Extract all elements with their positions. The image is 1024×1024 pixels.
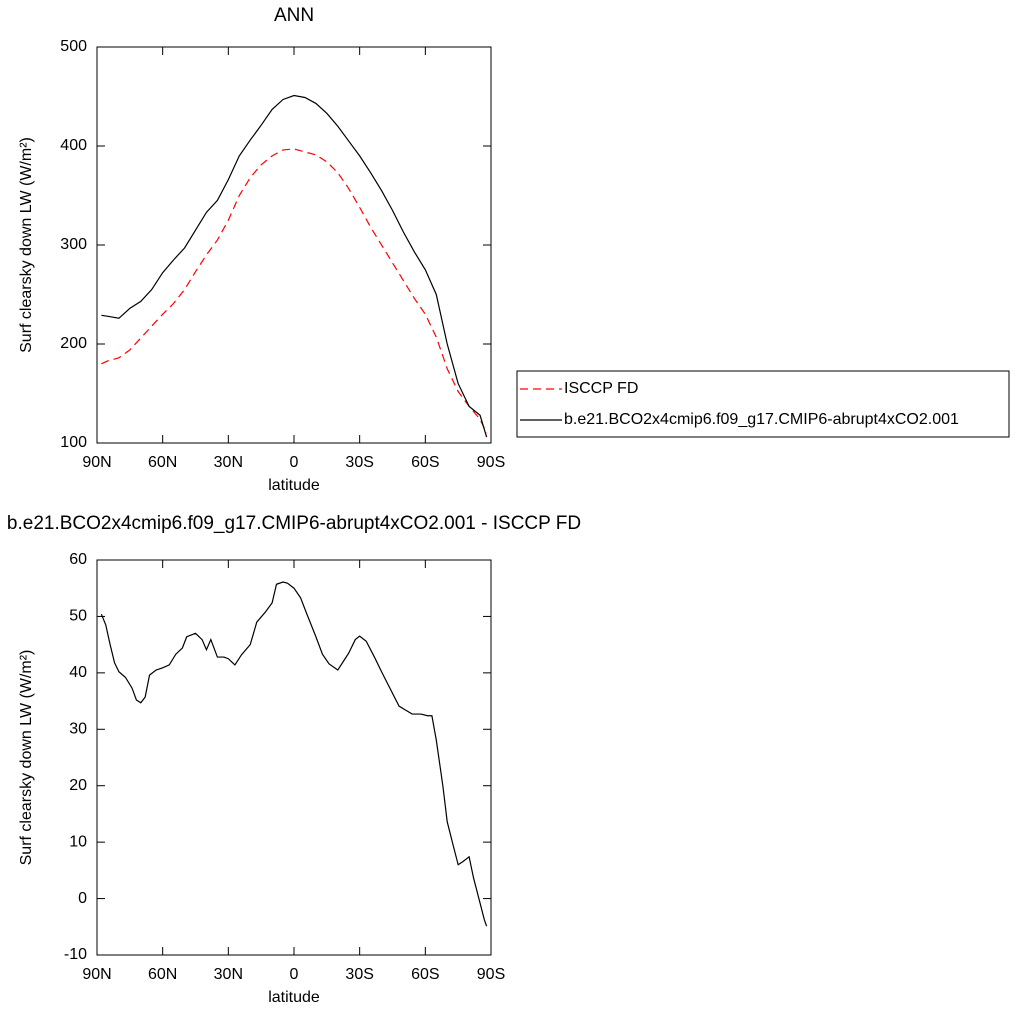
x-tick-label: 90N [82, 454, 111, 471]
y-axis-label: Surf clearsky down LW (W/m²) [18, 650, 35, 866]
y-axis-label: Surf clearsky down LW (W/m²) [18, 137, 35, 353]
chart-title: ANN [274, 5, 314, 26]
y-tick-label: 200 [60, 335, 87, 352]
y-tick-label: 40 [69, 664, 87, 681]
y-tick-label: 50 [69, 608, 87, 625]
x-tick-label: 60S [411, 454, 439, 471]
x-tick-label: 90N [82, 966, 111, 983]
plot-frame [96, 559, 492, 956]
x-tick-label: 30S [345, 966, 373, 983]
data-line [101, 148, 488, 434]
y-tick-label: 300 [60, 236, 87, 253]
x-tick-label: 60N [148, 966, 177, 983]
y-tick-label: 30 [69, 721, 87, 738]
y-tick-label: 60 [69, 551, 87, 568]
x-tick-label: 0 [290, 966, 299, 983]
x-tick-label: 90S [477, 454, 505, 471]
y-tick-label: 0 [78, 890, 87, 907]
plot-frame [96, 46, 492, 444]
chart-title: b.e21.BCO2x4cmip6.f09_g17.CMIP6-abrupt4x… [7, 513, 581, 534]
x-axis-label: latitude [268, 477, 320, 494]
y-tick-label: 100 [60, 434, 87, 451]
y-tick-label: 400 [60, 137, 87, 154]
x-tick-label: 30N [214, 966, 243, 983]
x-tick-label: 60S [411, 966, 439, 983]
legend-label: b.e21.BCO2x4cmip6.f09_g17.CMIP6-abrupt4x… [564, 411, 959, 428]
x-tick-label: 30N [214, 454, 243, 471]
y-tick-label: -10 [64, 946, 87, 963]
legend-label: ISCCP FD [564, 380, 638, 397]
data-line [101, 94, 488, 438]
y-tick-label: 500 [60, 38, 87, 55]
y-tick-label: 10 [69, 833, 87, 850]
data-line [100, 581, 488, 927]
x-tick-label: 90S [477, 966, 505, 983]
y-tick-label: 20 [69, 777, 87, 794]
x-axis-label: latitude [268, 989, 320, 1006]
legend-box [516, 370, 1010, 438]
x-tick-label: 60N [148, 454, 177, 471]
x-tick-label: 0 [290, 454, 299, 471]
x-tick-label: 30S [345, 454, 373, 471]
